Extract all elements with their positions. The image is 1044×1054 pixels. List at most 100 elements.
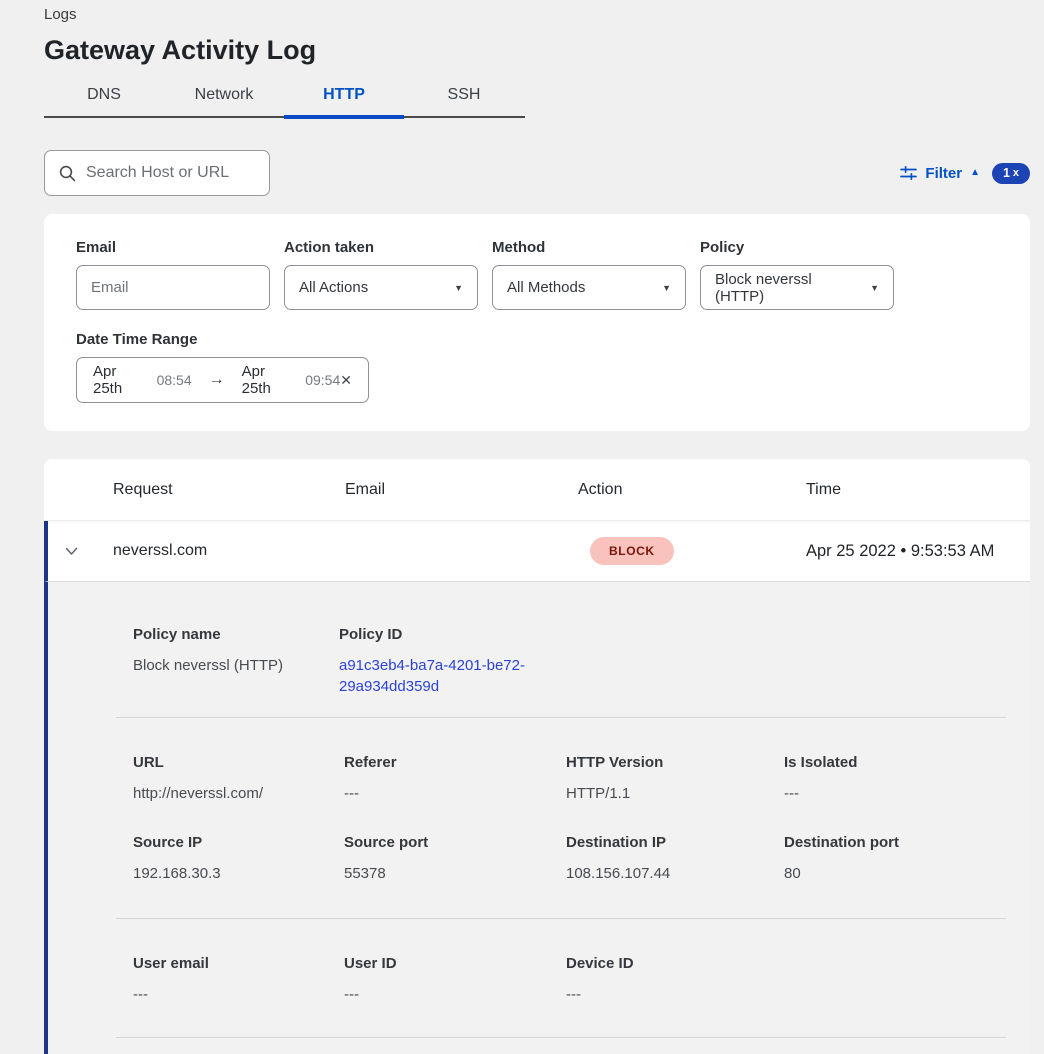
user-detail-section: User email --- User ID --- Device ID ---: [116, 919, 1006, 1037]
filter-count: 1: [1002, 166, 1010, 180]
policy-section: Policy name Block neverssl (HTTP) Policy…: [116, 582, 1006, 717]
date-range-label: Date Time Range: [76, 331, 198, 348]
source-port-label: Source port: [344, 834, 429, 851]
clear-filters-x[interactable]: x: [1012, 167, 1020, 179]
source-ip-value: 192.168.30.3: [133, 865, 221, 882]
method-select[interactable]: All Methods ▼: [492, 265, 686, 310]
destination-ip-field: Destination IP 108.156.107.44: [566, 834, 784, 884]
filter-field-email: Email: [76, 239, 270, 310]
referer-value: ---: [344, 785, 359, 802]
radar-link-row: View domain details in Radar →: [116, 1038, 1006, 1054]
referer-field: Referer ---: [344, 754, 566, 804]
row-request: neverssl.com: [113, 542, 208, 559]
http-version-value: HTTP/1.1: [566, 785, 631, 802]
policy-name-label: Policy name: [133, 626, 221, 643]
filter-label: Filter: [925, 164, 963, 182]
policy-select-value: Block neverssl (HTTP): [715, 270, 812, 305]
tab-http[interactable]: HTTP: [284, 80, 404, 119]
device-id-field: Device ID ---: [566, 955, 784, 1005]
log-table: Request Email Action Time neverssl.com B…: [44, 459, 1030, 1054]
destination-port-field: Destination port 80: [784, 834, 1006, 884]
is-isolated-value: ---: [784, 785, 799, 802]
clear-date-range-icon[interactable]: ✕: [340, 371, 352, 388]
source-ip-label: Source IP: [133, 834, 203, 851]
tab-ssh-label: SSH: [447, 86, 481, 103]
user-id-field: User ID ---: [344, 955, 566, 1005]
method-filter-label: Method: [492, 239, 546, 256]
row-details-panel: Policy name Block neverssl (HTTP) Policy…: [44, 581, 1030, 1054]
device-id-value: ---: [566, 986, 581, 1003]
range-start-date[interactable]: Apr 25th: [93, 363, 123, 397]
tab-dns[interactable]: DNS: [44, 80, 164, 116]
range-end-date[interactable]: Apr 25th: [241, 363, 271, 397]
breadcrumb[interactable]: Logs: [44, 6, 77, 23]
email-filter-input[interactable]: [76, 265, 270, 310]
tab-http-label: HTTP: [323, 86, 365, 103]
destination-port-label: Destination port: [784, 834, 899, 851]
filter-field-method: Method All Methods ▼: [492, 239, 686, 310]
filter-toggle[interactable]: Filter ▲ 1 x: [900, 162, 1030, 184]
device-id-label: Device ID: [566, 955, 634, 972]
tab-network[interactable]: Network: [164, 80, 284, 116]
log-type-tabs: DNS Network HTTP SSH: [44, 80, 525, 119]
action-select[interactable]: All Actions ▼: [284, 265, 478, 310]
chevron-down-icon: ▼: [662, 282, 671, 293]
chevron-down-icon: [65, 547, 78, 555]
destination-ip-value: 108.156.107.44: [566, 865, 671, 882]
email-filter-label: Email: [76, 239, 117, 256]
is-isolated-field: Is Isolated ---: [784, 754, 1006, 804]
filter-sliders-icon: [900, 165, 918, 181]
network-detail-section: Source IP 192.168.30.3 Source port 55378…: [116, 804, 1006, 918]
action-filter-label: Action taken: [284, 239, 375, 256]
filter-field-action: Action taken All Actions ▼: [284, 239, 478, 310]
user-email-label: User email: [133, 955, 209, 972]
row-expand-toggle[interactable]: [48, 547, 113, 556]
policy-id-label: Policy ID: [339, 626, 403, 643]
policy-id-field: Policy ID a91c3eb4-ba7a-4201-be72-29a934…: [339, 626, 1006, 697]
row-time: Apr 25 2022 • 9:53:53 AM: [806, 541, 995, 560]
destination-port-value: 80: [784, 865, 801, 882]
filter-count-badge[interactable]: 1 x: [992, 162, 1030, 184]
method-select-value: All Methods: [507, 279, 586, 296]
user-email-value: ---: [133, 986, 148, 1003]
date-range-picker[interactable]: Apr 25th 08:54 → Apr 25th 09:54 ✕: [76, 357, 369, 403]
column-header-action: Action: [578, 480, 623, 498]
search-icon: [59, 165, 76, 181]
url-value: http://neverssl.com/: [133, 785, 264, 802]
table-header-row: Request Email Action Time: [44, 459, 1030, 521]
policy-name-value: Block neverssl (HTTP): [133, 657, 284, 674]
range-start-time[interactable]: 08:54: [156, 372, 192, 388]
policy-filter-label: Policy: [700, 239, 745, 256]
search-input[interactable]: [86, 164, 257, 182]
column-header-email: Email: [345, 480, 386, 498]
source-ip-field: Source IP 192.168.30.3: [133, 834, 344, 884]
tab-ssh[interactable]: SSH: [404, 80, 524, 116]
page-title: Gateway Activity Log: [44, 35, 317, 65]
destination-ip-label: Destination IP: [566, 834, 667, 851]
url-label: URL: [133, 754, 164, 771]
policy-id-link[interactable]: a91c3eb4-ba7a-4201-be72-29a934dd359d: [339, 657, 525, 695]
user-id-label: User ID: [344, 955, 397, 972]
arrow-right-icon: →: [208, 371, 225, 388]
http-version-label: HTTP Version: [566, 754, 664, 771]
search-box[interactable]: [44, 150, 270, 196]
section-divider: [116, 717, 1006, 718]
section-divider: [116, 1037, 1006, 1038]
http-version-field: HTTP Version HTTP/1.1: [566, 754, 784, 804]
user-email-field: User email ---: [133, 955, 344, 1005]
status-badge-block: BLOCK: [590, 537, 674, 565]
chevron-up-icon: ▲: [970, 167, 980, 178]
active-tab-indicator: [284, 115, 404, 119]
policy-select[interactable]: Block neverssl (HTTP) ▼: [700, 265, 894, 310]
action-select-value: All Actions: [299, 279, 369, 296]
table-row[interactable]: neverssl.com BLOCK Apr 25 2022 • 9:53:53…: [44, 521, 1030, 581]
filter-field-policy: Policy Block neverssl (HTTP) ▼: [700, 239, 894, 310]
tab-dns-label: DNS: [87, 86, 121, 103]
is-isolated-label: Is Isolated: [784, 754, 858, 771]
chevron-down-icon: ▼: [870, 282, 879, 293]
range-end-time[interactable]: 09:54: [305, 372, 341, 388]
column-header-time: Time: [806, 480, 841, 498]
source-port-field: Source port 55378: [344, 834, 566, 884]
filter-field-date-range: Date Time Range Apr 25th 08:54 → Apr 25t…: [76, 331, 998, 403]
